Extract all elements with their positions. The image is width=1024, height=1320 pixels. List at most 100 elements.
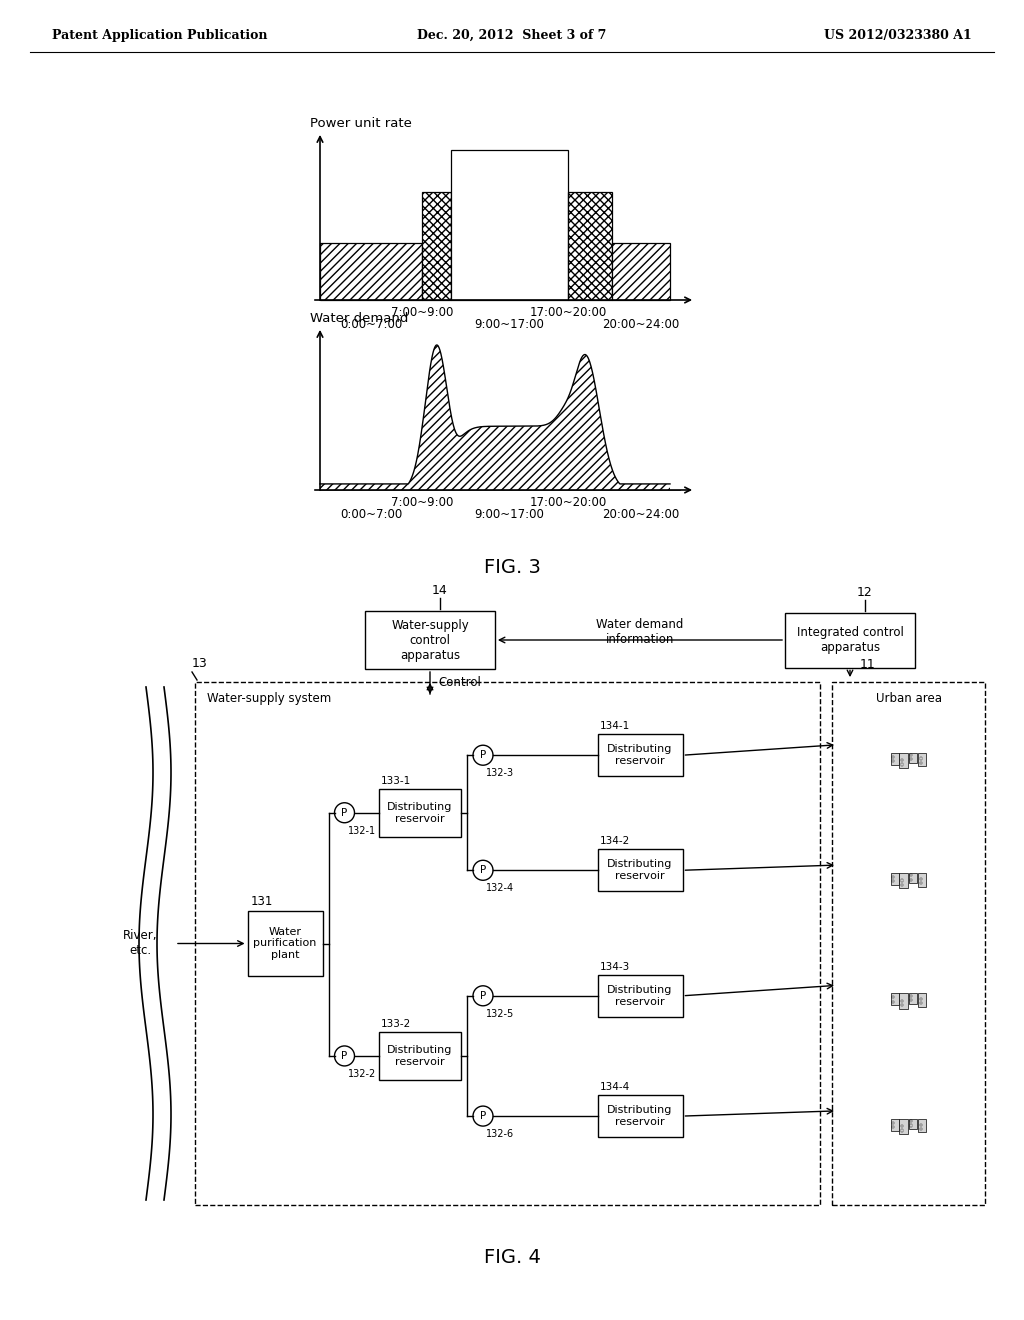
Bar [910, 999, 912, 1001]
Bar [920, 998, 922, 1001]
Bar [918, 873, 927, 887]
Text: Water demand
information: Water demand information [596, 618, 684, 645]
Text: Power unit rate: Power unit rate [310, 117, 412, 129]
FancyBboxPatch shape [452, 150, 568, 300]
Text: P: P [480, 1111, 486, 1121]
Bar [901, 1130, 903, 1131]
Bar [891, 752, 899, 764]
Text: P: P [480, 750, 486, 760]
Bar [910, 879, 912, 880]
Bar [892, 997, 895, 998]
Bar [901, 1005, 903, 1006]
Text: Control: Control [438, 676, 481, 689]
Bar [899, 873, 907, 888]
Text: 132-6: 132-6 [486, 1129, 514, 1139]
Text: 20:00~24:00: 20:00~24:00 [602, 508, 680, 521]
Text: P: P [341, 808, 347, 818]
FancyBboxPatch shape [379, 1032, 461, 1080]
Text: 134-4: 134-4 [599, 1082, 630, 1092]
Bar [908, 1119, 918, 1129]
FancyBboxPatch shape [597, 974, 683, 1016]
Bar [901, 999, 903, 1002]
Text: 11: 11 [860, 659, 876, 672]
Text: 17:00~20:00: 17:00~20:00 [529, 306, 606, 319]
Bar [892, 756, 895, 758]
Circle shape [473, 861, 493, 880]
Bar [891, 873, 899, 884]
Bar [910, 994, 912, 997]
Bar [901, 763, 903, 766]
Text: Patent Application Publication: Patent Application Publication [52, 29, 267, 41]
Bar [920, 878, 922, 880]
FancyBboxPatch shape [831, 682, 985, 1205]
Bar [901, 883, 903, 886]
FancyBboxPatch shape [379, 789, 461, 837]
Text: 9:00~17:00: 9:00~17:00 [475, 508, 545, 521]
Text: 133-2: 133-2 [381, 1019, 412, 1030]
FancyBboxPatch shape [785, 612, 915, 668]
Text: 131: 131 [251, 895, 272, 908]
Text: US 2012/0323380 A1: US 2012/0323380 A1 [824, 29, 972, 41]
Text: Distributing
reservoir: Distributing reservoir [387, 1045, 453, 1067]
FancyBboxPatch shape [319, 243, 422, 300]
FancyBboxPatch shape [195, 682, 820, 1205]
Bar [920, 1002, 922, 1005]
FancyBboxPatch shape [365, 611, 495, 669]
Text: Distributing
reservoir: Distributing reservoir [607, 859, 673, 880]
Text: Distributing
reservoir: Distributing reservoir [607, 985, 673, 1007]
Text: 132-5: 132-5 [486, 1008, 514, 1019]
Bar [891, 1119, 899, 1131]
Text: Urban area: Urban area [876, 692, 941, 705]
Text: Water-supply
control
apparatus: Water-supply control apparatus [391, 619, 469, 661]
Bar [908, 994, 918, 1003]
Bar [901, 759, 903, 762]
Text: Distributing
reservoir: Distributing reservoir [607, 1105, 673, 1127]
Text: 0:00~7:00: 0:00~7:00 [340, 318, 402, 331]
Circle shape [335, 1045, 354, 1067]
FancyBboxPatch shape [248, 911, 323, 975]
Bar [892, 880, 895, 882]
FancyBboxPatch shape [611, 243, 670, 300]
Bar [908, 873, 918, 883]
Bar [908, 752, 918, 763]
Bar [891, 994, 899, 1006]
Text: River,
etc.: River, etc. [123, 929, 158, 957]
Bar [920, 1127, 922, 1130]
Bar [920, 762, 922, 764]
Text: 7:00~9:00: 7:00~9:00 [391, 496, 454, 510]
Text: 134-2: 134-2 [599, 837, 630, 846]
Bar [920, 882, 922, 884]
Text: 12: 12 [857, 586, 872, 598]
Text: 132-4: 132-4 [486, 883, 514, 894]
Text: Dec. 20, 2012  Sheet 3 of 7: Dec. 20, 2012 Sheet 3 of 7 [418, 29, 606, 41]
Bar [920, 1123, 922, 1126]
Bar [920, 758, 922, 759]
Text: 0:00~7:00: 0:00~7:00 [340, 508, 402, 521]
Bar [899, 994, 907, 1008]
Text: 132-2: 132-2 [347, 1069, 376, 1078]
Text: FIG. 3: FIG. 3 [483, 558, 541, 577]
Circle shape [335, 803, 354, 822]
Circle shape [473, 746, 493, 766]
Bar [892, 1126, 895, 1129]
Text: 20:00~24:00: 20:00~24:00 [602, 318, 680, 331]
Bar [918, 994, 927, 1007]
Text: P: P [341, 1051, 347, 1061]
FancyBboxPatch shape [597, 734, 683, 776]
FancyBboxPatch shape [568, 191, 611, 300]
Text: Water
purification
plant: Water purification plant [253, 927, 316, 960]
FancyBboxPatch shape [597, 1096, 683, 1137]
Text: 132-1: 132-1 [347, 826, 376, 836]
Bar [910, 1125, 912, 1126]
Text: 14: 14 [432, 583, 447, 597]
Bar [910, 874, 912, 876]
Text: Water-supply system: Water-supply system [207, 692, 331, 705]
Bar [892, 760, 895, 762]
Text: 134-3: 134-3 [599, 962, 630, 972]
Bar [892, 1001, 895, 1003]
Bar [918, 752, 927, 767]
Bar [899, 1119, 907, 1134]
Text: 7:00~9:00: 7:00~9:00 [391, 306, 454, 319]
Text: 134-1: 134-1 [599, 721, 630, 731]
Bar [910, 754, 912, 756]
